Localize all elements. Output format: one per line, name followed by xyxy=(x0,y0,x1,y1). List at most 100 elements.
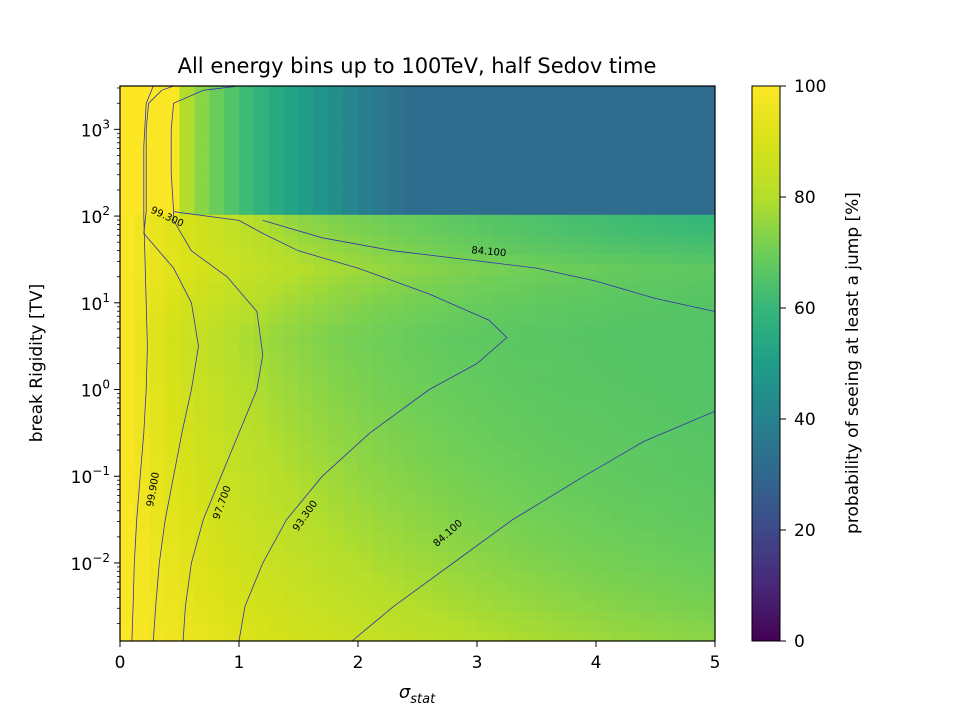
heatmap-cell xyxy=(313,204,329,216)
heatmap-cell xyxy=(477,333,493,345)
heatmap-cell xyxy=(253,601,270,612)
heatmap-cell xyxy=(283,442,300,454)
heatmap-cell xyxy=(328,115,344,127)
heatmap-cell xyxy=(164,452,181,464)
heatmap-cell xyxy=(372,601,389,612)
heatmap-cell xyxy=(447,581,463,593)
heatmap-cell xyxy=(239,214,255,226)
heatmap-cell xyxy=(581,442,597,454)
contour-line xyxy=(131,86,154,641)
heatmap-cell xyxy=(417,125,433,137)
heatmap-cell xyxy=(387,393,404,404)
heatmap-cell xyxy=(194,541,210,553)
heatmap-cell xyxy=(610,591,627,602)
heatmap-cell xyxy=(209,343,225,355)
heatmap-cell xyxy=(670,571,686,583)
chart-title: All energy bins up to 100TeV, half Sedov… xyxy=(178,54,657,78)
heatmap-cell xyxy=(268,185,285,196)
heatmap-cell xyxy=(313,462,329,474)
heatmap-cell xyxy=(298,492,314,503)
heatmap-cell xyxy=(417,313,433,325)
heatmap-cell xyxy=(417,244,433,256)
heatmap-cell xyxy=(209,413,225,424)
heatmap-cell xyxy=(685,631,701,641)
heatmap-cell xyxy=(283,95,300,107)
heatmap-cell xyxy=(462,531,478,543)
heatmap-cell xyxy=(328,185,344,196)
heatmap-cell xyxy=(640,195,657,206)
heatmap-cell xyxy=(447,502,463,513)
heatmap-cell xyxy=(640,413,657,424)
heatmap-cell xyxy=(134,274,151,285)
heatmap-cell xyxy=(596,363,612,375)
heatmap-cell xyxy=(209,373,225,384)
heatmap-cell xyxy=(670,522,686,533)
heatmap-cell xyxy=(313,333,329,345)
heatmap-cell xyxy=(194,422,210,434)
heatmap-cell xyxy=(239,195,255,206)
heatmap-cell xyxy=(491,195,508,206)
heatmap-cell xyxy=(655,522,671,533)
heatmap-cell xyxy=(328,551,344,563)
heatmap-cell xyxy=(343,422,359,434)
heatmap-cell xyxy=(491,611,508,622)
heatmap-cell xyxy=(596,115,612,127)
heatmap-cell xyxy=(358,432,374,444)
heatmap-cell xyxy=(179,323,195,335)
heatmap-cell xyxy=(685,522,701,533)
heatmap-cell xyxy=(417,611,433,622)
heatmap-cell xyxy=(149,105,166,117)
heatmap-cell xyxy=(462,304,478,315)
heatmap-cell xyxy=(447,284,463,295)
heatmap-cell xyxy=(134,165,151,176)
heatmap-cell xyxy=(179,284,195,295)
heatmap-cell xyxy=(685,145,701,156)
heatmap-cell xyxy=(402,343,419,355)
heatmap-cell xyxy=(432,571,448,583)
heatmap-cell xyxy=(194,522,210,533)
heatmap-cell xyxy=(149,512,166,523)
heatmap-cell xyxy=(194,482,210,493)
heatmap-cell xyxy=(134,571,151,583)
heatmap-cell xyxy=(298,591,314,602)
heatmap-cell xyxy=(462,492,478,503)
heatmap-cell xyxy=(372,105,389,117)
heatmap-cell xyxy=(268,105,285,117)
heatmap-cell xyxy=(625,264,642,275)
heatmap-cell xyxy=(625,561,642,573)
heatmap-cell xyxy=(239,353,255,365)
heatmap-cell xyxy=(447,353,463,365)
heatmap-cell xyxy=(372,541,389,553)
heatmap-cell xyxy=(670,472,686,484)
heatmap-cell xyxy=(447,611,463,622)
heatmap-cell xyxy=(506,502,523,513)
heatmap-cell xyxy=(685,611,701,622)
heatmap-cell xyxy=(298,214,314,226)
heatmap-cell xyxy=(670,452,686,464)
heatmap-cell xyxy=(328,631,344,641)
heatmap-cell xyxy=(581,432,597,444)
heatmap-cell xyxy=(521,561,538,573)
heatmap-cell xyxy=(268,135,285,147)
heatmap-cell xyxy=(491,472,508,484)
heatmap-cell xyxy=(432,611,448,622)
heatmap-cell xyxy=(655,254,671,265)
heatmap-cell xyxy=(372,432,389,444)
heatmap-cell xyxy=(432,224,448,236)
heatmap-cell xyxy=(491,95,508,107)
heatmap-cell xyxy=(521,115,538,127)
heatmap-cell xyxy=(179,601,195,612)
heatmap-cell xyxy=(164,135,181,147)
heatmap-cell xyxy=(134,522,151,533)
heatmap-cell xyxy=(625,462,642,474)
heatmap-cell xyxy=(179,86,195,97)
heatmap-cell xyxy=(120,125,136,137)
heatmap-cell xyxy=(685,274,701,285)
heatmap-cell xyxy=(224,601,240,612)
heatmap-cell xyxy=(134,95,151,107)
heatmap-cell xyxy=(328,274,344,285)
heatmap-cell xyxy=(372,294,389,305)
heatmap-cell xyxy=(581,244,597,256)
heatmap-cell xyxy=(477,313,493,325)
heatmap-cell xyxy=(462,611,478,622)
